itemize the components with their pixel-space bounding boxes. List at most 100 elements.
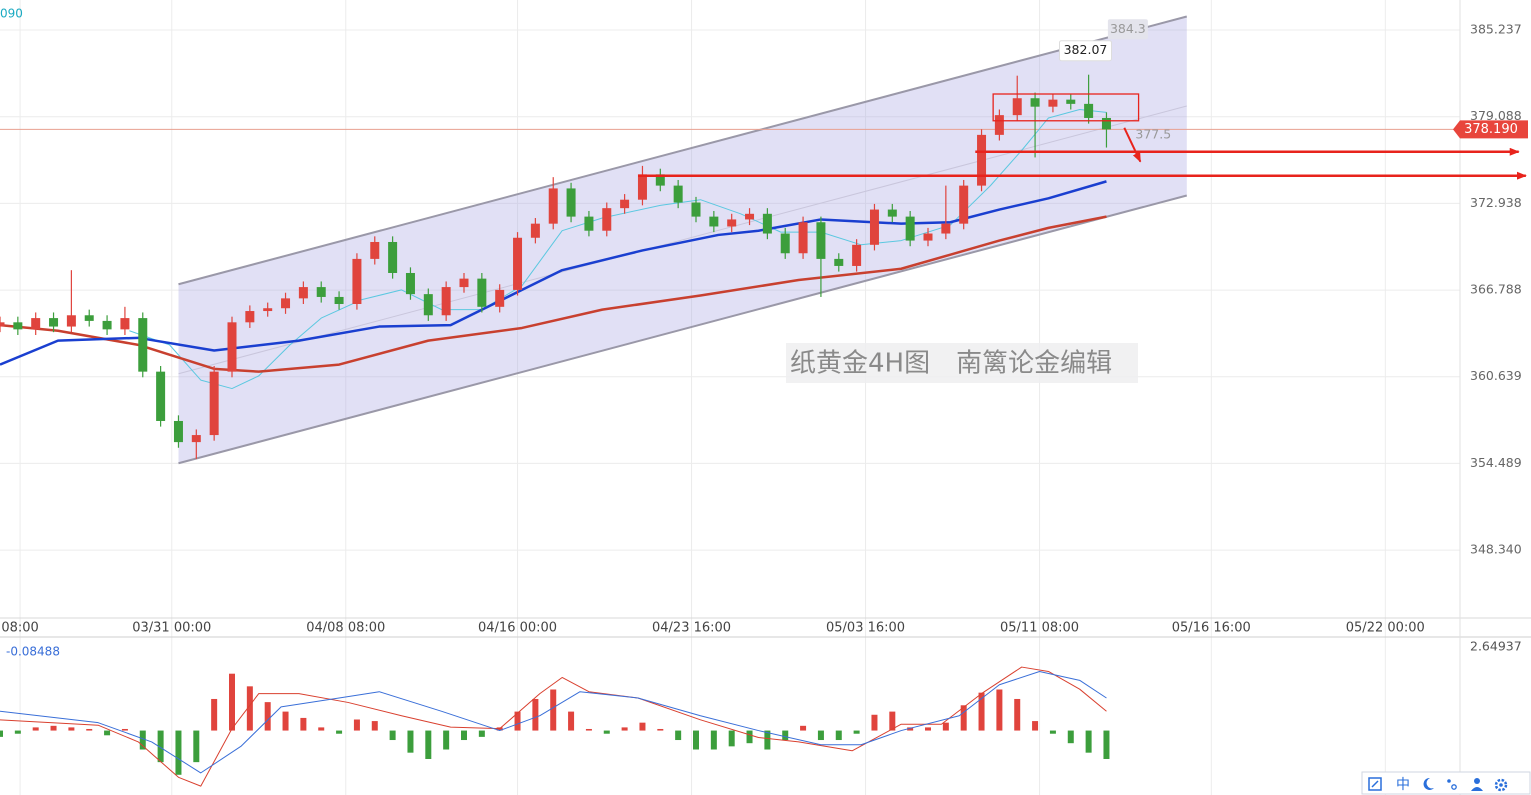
candle-body	[138, 318, 148, 372]
y-tick-label: 366.788	[1470, 282, 1522, 297]
macd-histogram-bar	[800, 725, 807, 731]
macd-histogram-bar	[443, 730, 450, 750]
candle-body	[477, 278, 487, 307]
channel-upper	[178, 15, 1188, 286]
watermark-box	[786, 343, 1138, 383]
candle-body	[495, 289, 505, 307]
zoom-icon-arrow	[1371, 780, 1379, 788]
annotation-label: 384.3	[1110, 21, 1146, 36]
y-tick-label: 2.64937	[1470, 638, 1522, 653]
macd-histogram-bar	[996, 689, 1003, 731]
macd-histogram-bar	[764, 730, 771, 750]
macd-histogram-bar	[461, 730, 467, 741]
macd-histogram-bar	[960, 705, 967, 731]
macd-histogram-bar	[621, 727, 628, 731]
candle-body	[941, 223, 951, 234]
candle-body	[120, 318, 130, 330]
macd-value: -0.08488	[6, 645, 60, 659]
toolbar-frame	[1361, 771, 1531, 795]
indicator-legend: 090	[0, 7, 23, 21]
candle-body	[566, 188, 576, 217]
candle-body	[780, 233, 790, 254]
candle-body	[530, 223, 540, 238]
x-tick-label: 04/08 08:00	[306, 621, 385, 636]
candle-body	[887, 209, 897, 217]
settings-dot-icon-ring	[1451, 784, 1457, 790]
zoom-icon[interactable]	[1368, 777, 1382, 791]
macd-histogram-bar	[478, 730, 485, 737]
user-icon[interactable]	[1474, 778, 1480, 784]
candle-body	[834, 258, 844, 266]
candle-body	[584, 216, 594, 231]
macd-histogram-bar	[1049, 730, 1056, 734]
candle-body	[1066, 99, 1076, 104]
y-tick-label: 360.639	[1470, 368, 1522, 383]
macd-histogram-bar	[389, 730, 396, 741]
candle-body	[673, 185, 683, 203]
candle-body	[227, 322, 237, 372]
gear-icon[interactable]	[1494, 778, 1508, 792]
macd-histogram-bar	[835, 730, 842, 741]
candle-body	[298, 287, 308, 299]
x-tick-label: 05/16 16:00	[1172, 621, 1251, 636]
macd-pane	[0, 666, 1110, 787]
candle-body	[281, 298, 291, 309]
macd-histogram-bar	[603, 730, 610, 734]
macd-histogram-bar	[871, 714, 878, 731]
candle-body	[727, 219, 737, 227]
candle-body	[388, 241, 398, 273]
candle-body	[459, 278, 469, 288]
y-tick-label: 372.938	[1470, 195, 1522, 210]
macd-histogram-bar	[568, 711, 575, 731]
settings-dot-icon[interactable]	[1447, 779, 1451, 783]
candle-body	[923, 233, 933, 241]
macd-histogram-bar	[0, 730, 3, 737]
candle-body	[1048, 99, 1058, 107]
candle-body	[977, 134, 987, 186]
y-tick-label: 385.237	[1470, 22, 1522, 37]
ma-line	[0, 670, 1107, 774]
candle-body	[84, 315, 94, 321]
candle-body	[245, 311, 255, 323]
macd-histogram-bar	[532, 698, 539, 731]
grid-layer	[0, 0, 1460, 795]
macd-histogram-bar	[693, 730, 699, 750]
macd-histogram-bar	[336, 730, 343, 734]
x-tick-label: 04/16 00:00	[478, 621, 557, 636]
candle-body	[994, 115, 1004, 135]
macd-histogram-bar	[978, 692, 985, 731]
macd-histogram-bar	[246, 686, 253, 731]
macd-histogram-bar	[193, 730, 200, 763]
macd-histogram-bar	[942, 722, 949, 731]
macd-histogram-bar	[1032, 721, 1039, 731]
macd-histogram-bar	[853, 730, 860, 734]
candle-body	[13, 322, 23, 330]
language-button[interactable]: 中	[1396, 777, 1410, 793]
candle-body	[602, 208, 612, 231]
macd-histogram-bar	[817, 730, 824, 741]
candle-body	[513, 237, 523, 290]
candle-body	[655, 174, 665, 186]
macd-histogram-bar	[32, 727, 39, 731]
ma-line	[0, 180, 1107, 366]
candle-body	[762, 213, 772, 234]
macd-histogram-bar	[211, 698, 218, 731]
candle-body	[959, 185, 969, 224]
candle-body	[102, 320, 112, 330]
candle-body	[423, 294, 433, 316]
candle-body	[31, 318, 41, 330]
theme-icon[interactable]	[1423, 777, 1434, 790]
macd-histogram-bar	[300, 717, 307, 731]
candle-body	[620, 199, 630, 209]
macd-histogram-bar	[675, 730, 682, 741]
toolbar: 中	[1361, 771, 1531, 795]
user-icon-body	[1471, 787, 1483, 791]
macd-histogram-bar	[514, 711, 521, 731]
y-tick-label: 379.088	[1470, 108, 1522, 123]
macd-histogram-bar	[86, 728, 93, 731]
candle-body	[1084, 103, 1094, 118]
x-tick-label: 04/23 16:00	[652, 621, 731, 636]
